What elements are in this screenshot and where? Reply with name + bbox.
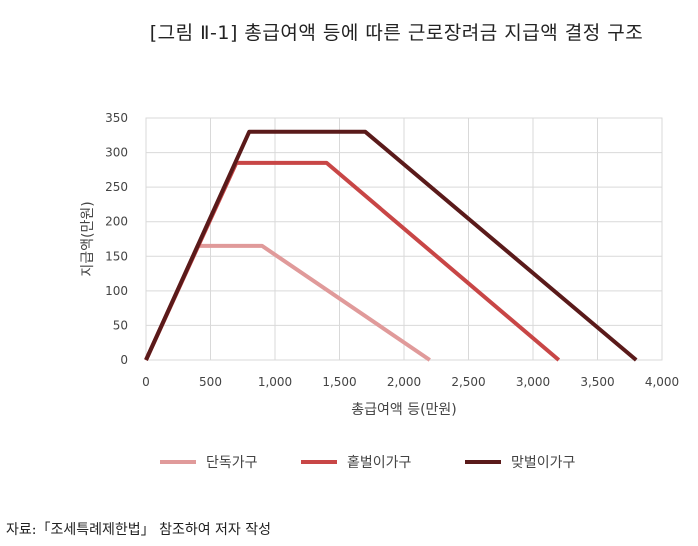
x-tick-label: 500	[199, 375, 222, 389]
legend-item: 맞벌이가구	[465, 455, 576, 471]
source-note: 자료:「조세특례제한법」 참조하여 저자 작성	[6, 522, 272, 538]
x-axis-label: 총급여액 등(만원)	[351, 402, 457, 418]
legend: 단독가구 홑벌이가구 맞벌이가구	[160, 455, 576, 471]
line-chart: 0 50 100 150 200 250 300 350 0 500 1,000 1,500 2,00…	[80, 111, 679, 471]
x-tick-label: 4,000	[645, 375, 679, 389]
y-tick-label: 150	[105, 249, 128, 263]
y-tick-label: 100	[105, 284, 128, 298]
legend-item: 단독가구	[160, 455, 258, 471]
figure-title: [그림 Ⅱ-1] 총급여액 등에 따른 근로장려금 지급액 결정 구조	[149, 22, 644, 44]
x-tick-label: 3,500	[580, 375, 614, 389]
x-tick-label: 0	[142, 375, 150, 389]
y-tick-label: 300	[105, 146, 128, 160]
y-axis-label: 지급액(만원)	[80, 201, 96, 276]
legend-label: 홑벌이가구	[347, 455, 412, 471]
x-tick-label: 1,500	[322, 375, 356, 389]
y-tick-label: 250	[105, 180, 128, 194]
y-tick-label: 350	[105, 111, 128, 125]
series-lines	[144, 129, 638, 362]
x-tick-labels: 0 500 1,000 1,500 2,000 2,500 3,000 3,500 4,000	[142, 375, 679, 389]
y-tick-label: 200	[105, 215, 128, 229]
x-tick-label: 2,000	[387, 375, 421, 389]
y-tick-label: 0	[120, 353, 128, 367]
legend-item: 홑벌이가구	[301, 455, 412, 471]
x-tick-label: 1,000	[258, 375, 292, 389]
legend-label: 단독가구	[206, 455, 258, 471]
x-tick-label: 3,000	[516, 375, 550, 389]
y-tick-labels: 0 50 100 150 200 250 300 350	[105, 111, 128, 367]
x-tick-label: 2,500	[451, 375, 485, 389]
series-line	[144, 129, 638, 362]
gridlines	[145, 117, 663, 361]
y-tick-label: 50	[113, 318, 128, 332]
legend-label: 맞벌이가구	[511, 455, 576, 471]
